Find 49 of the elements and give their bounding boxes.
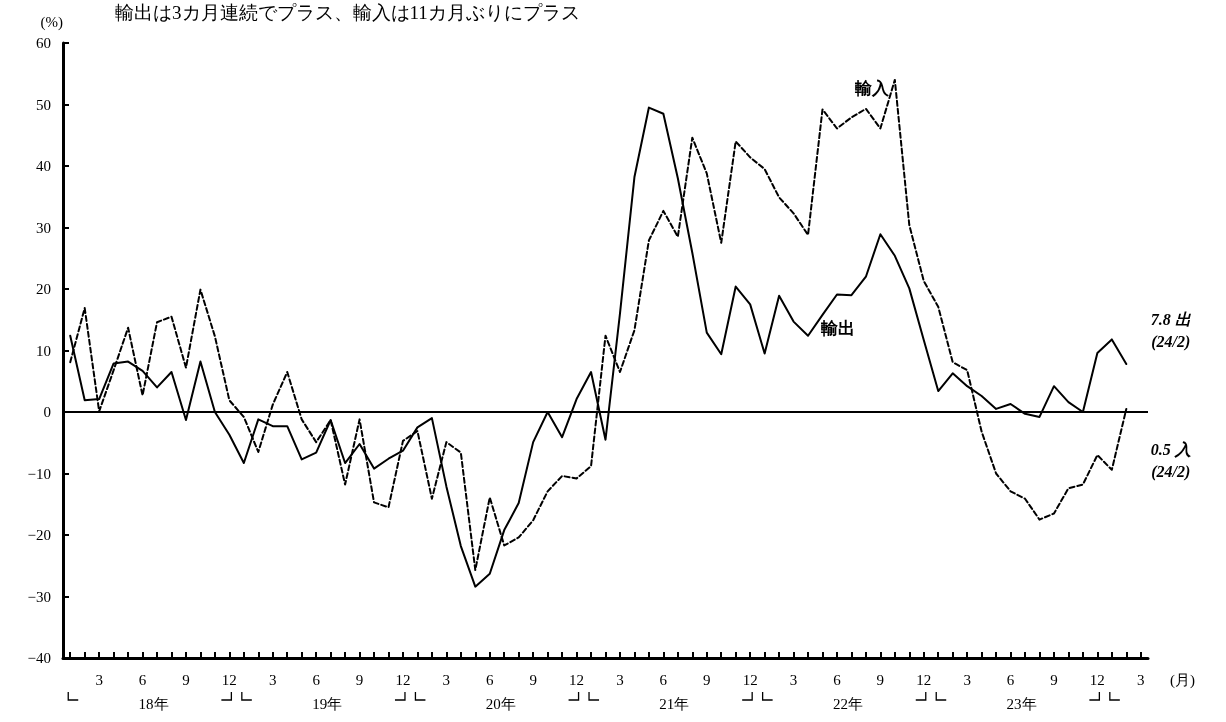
x-tick-label: 3 bbox=[269, 671, 277, 688]
x-tick-label: 3 bbox=[616, 671, 624, 688]
y-tick-label: 10 bbox=[36, 342, 51, 359]
y-tick-label: 20 bbox=[36, 281, 51, 297]
chart-title: 輸出は3カ月連続でプラス、輸入は11カ月ぶりにプラス bbox=[115, 2, 580, 23]
text: 0.5 入 (24/2) bbox=[1150, 439, 1191, 483]
y-tick-label: −40 bbox=[27, 650, 51, 666]
y-tick-label: −20 bbox=[27, 527, 51, 543]
x-tick-label: 9 bbox=[529, 671, 537, 688]
x-tick-label: 12 bbox=[221, 671, 237, 688]
x-tick-label: 12 bbox=[395, 671, 411, 688]
x-tick-label: 9 bbox=[182, 671, 190, 688]
y-tick-label: −10 bbox=[27, 465, 51, 482]
x-tick-label: 12 bbox=[1089, 671, 1105, 688]
x-tick-label: 9 bbox=[703, 671, 711, 688]
x-tick-label: 3 bbox=[442, 671, 451, 688]
text: 23年 bbox=[1006, 695, 1037, 714]
x-axis-title: (月) bbox=[1170, 671, 1195, 689]
x-tick-label: 6 bbox=[659, 671, 668, 688]
text: 18年 bbox=[138, 695, 169, 714]
x-tick-label: 6 bbox=[138, 671, 147, 688]
x-tick-label: 9 bbox=[1050, 671, 1058, 688]
x-tick-label: 9 bbox=[876, 671, 885, 688]
text: 19年 bbox=[312, 695, 343, 714]
x-tick-label: 12 bbox=[742, 671, 758, 688]
x-tick-label: 6 bbox=[312, 671, 321, 688]
y-tick-label: 40 bbox=[36, 158, 51, 174]
x-tick-label: 6 bbox=[486, 671, 495, 688]
text: 7.8 出 (24/2) bbox=[1150, 310, 1191, 353]
text: 22年 bbox=[832, 695, 863, 714]
x-tick-label: 6 bbox=[1006, 671, 1015, 688]
y-tick-label: 50 bbox=[36, 96, 51, 113]
text: 20年 bbox=[485, 695, 516, 714]
series-label: 輸入 bbox=[854, 77, 889, 100]
series-label: 輸出 bbox=[820, 317, 855, 340]
x-tick-label: 3 bbox=[1137, 671, 1145, 688]
x-tick-label: 9 bbox=[355, 671, 364, 688]
x-tick-label: 6 bbox=[833, 671, 842, 688]
y-axis-title: (%) bbox=[40, 13, 63, 31]
y-tick-label: −30 bbox=[27, 588, 51, 605]
x-tick-label: 12 bbox=[569, 671, 585, 688]
x-tick-label: 3 bbox=[963, 671, 971, 688]
y-tick-label: 60 bbox=[36, 35, 51, 51]
y-tick-label: 0 bbox=[43, 404, 51, 420]
x-tick-label: 12 bbox=[916, 671, 932, 688]
text: 21年 bbox=[659, 695, 690, 714]
x-tick-label: 3 bbox=[789, 671, 798, 688]
x-tick-label: 3 bbox=[95, 671, 103, 688]
y-tick-label: 30 bbox=[36, 219, 51, 236]
